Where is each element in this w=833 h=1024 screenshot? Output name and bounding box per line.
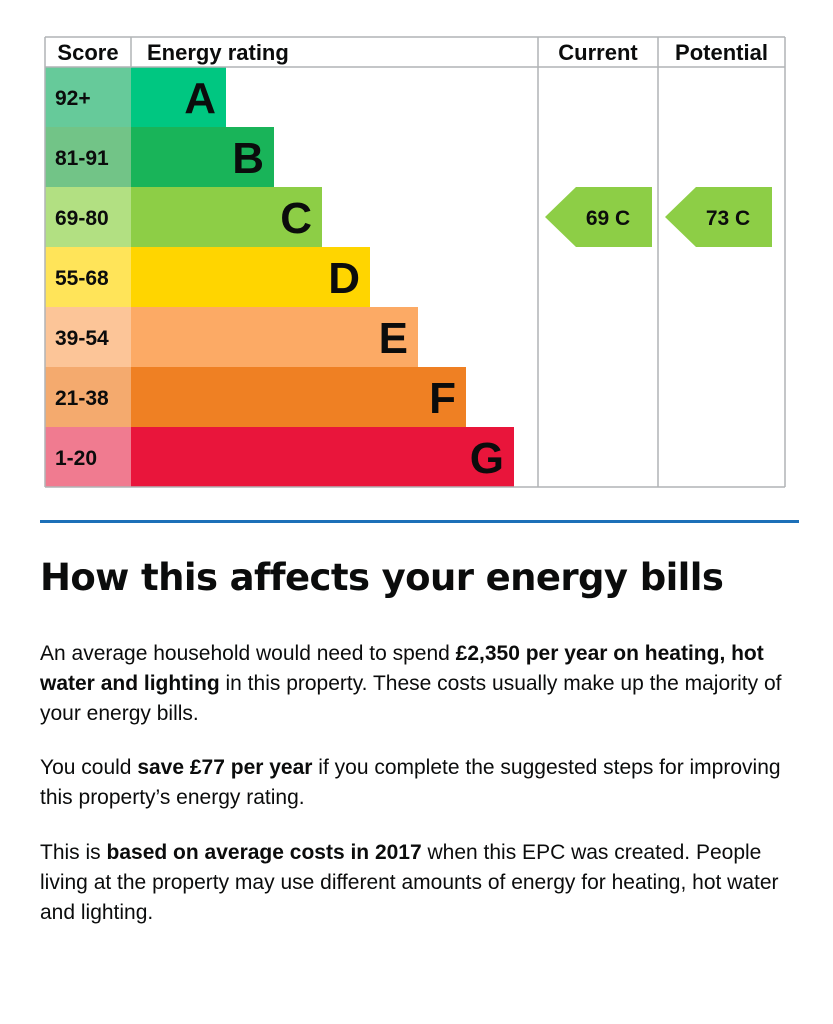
section-heading: How this affects your energy bills [40, 556, 724, 599]
band-bar-g [131, 427, 514, 487]
band-bar-a [131, 67, 226, 127]
energy-rating-header: Energy rating [147, 40, 289, 65]
body-text: if you complete the suggested steps for … [40, 756, 781, 809]
band-letter: C [280, 194, 312, 243]
epc-rating-chart: 92+ A 81-91 B 69-80 C 55-68 D 39-54 E 21-38 F 1-20 G S… [44, 36, 786, 488]
score-cell [45, 187, 131, 247]
band-letter: G [470, 434, 504, 483]
band-letter: A [184, 74, 216, 123]
body-text: You could [40, 756, 138, 779]
band-letter: F [429, 374, 456, 423]
cost-basis-paragraph: This is based on average costs in 2017 w… [40, 838, 800, 928]
band-bar-b [131, 127, 274, 187]
potential-rating-label: 73 C [706, 207, 750, 230]
emphasis-text: save £77 per year [137, 756, 313, 779]
score-cell [45, 247, 131, 307]
current-arrow [545, 187, 652, 247]
section-divider [40, 520, 799, 523]
current-rating-label: 69 C [586, 207, 630, 230]
score-cell [45, 427, 131, 487]
band-bar-c [131, 187, 322, 247]
body-text: when this EPC was created. People living… [40, 841, 779, 924]
body-text: This is [40, 841, 107, 864]
score-label: 39-54 [55, 327, 109, 350]
band-letter: B [232, 134, 264, 183]
band-bar-e [131, 307, 418, 367]
potential-header: Potential [675, 40, 768, 65]
emphasis-text: based on average costs in 2017 [106, 841, 422, 864]
score-cell [45, 367, 131, 427]
band-letter: D [328, 254, 360, 303]
score-cell [45, 127, 131, 187]
energy-cost-paragraph: An average household would need to spend… [40, 639, 800, 729]
score-cell [45, 307, 131, 367]
band-bar-f [131, 367, 466, 427]
score-label: 21-38 [55, 387, 109, 410]
savings-paragraph: You could save £77 per year if you compl… [40, 753, 800, 813]
band-bar-d [131, 247, 370, 307]
score-header: Score [57, 40, 118, 65]
current-header: Current [558, 40, 638, 65]
score-label: 92+ [55, 87, 91, 110]
band-letter: E [379, 314, 408, 363]
potential-arrow [665, 187, 772, 247]
score-cell [45, 67, 131, 127]
emphasis-text: £2,350 per year on heating, hot water an… [40, 642, 764, 695]
body-text: An average household would need to spend [40, 642, 456, 665]
score-label: 55-68 [55, 267, 109, 290]
score-label: 1-20 [55, 447, 97, 470]
score-label: 81-91 [55, 147, 109, 170]
body-text: in this property. These costs usually ma… [40, 672, 782, 725]
score-label: 69-80 [55, 207, 109, 230]
